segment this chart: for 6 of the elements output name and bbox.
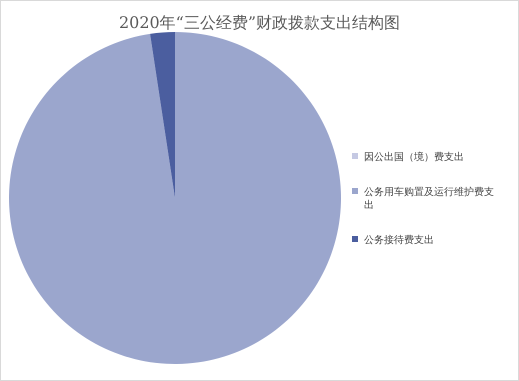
legend-label: 公务接待费支出 (364, 234, 434, 246)
legend-label: 公务用车购置及运行维护费支出 (364, 186, 494, 211)
chart-title: 2020年“三公经费”财政拨款支出结构图 (118, 13, 400, 32)
legend-label: 因公出国（境）费支出 (364, 151, 464, 163)
pie-slice (9, 32, 341, 364)
pie-slice (150, 32, 175, 198)
